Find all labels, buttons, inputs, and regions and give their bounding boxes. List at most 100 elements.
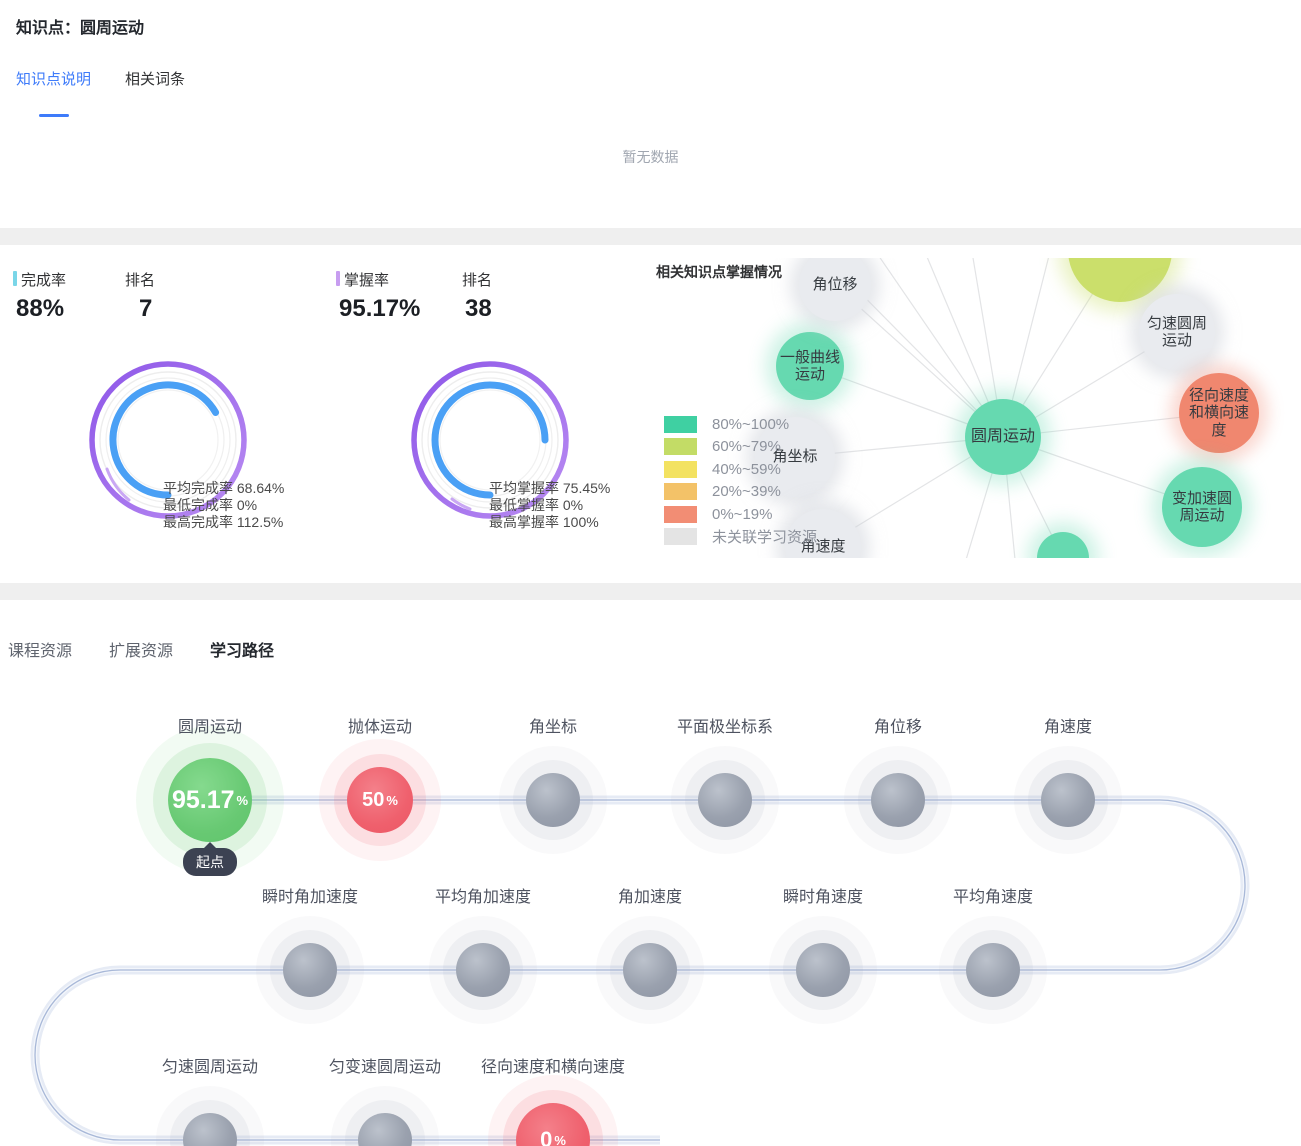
legend-label: 0%~19% [712, 505, 773, 523]
path-node-角坐标[interactable] [526, 773, 580, 827]
network-node-圆周运动[interactable]: 圆周运动 [965, 399, 1041, 475]
network-node-径向速度和横向速度[interactable]: 径向速度和横向速度 [1179, 373, 1259, 453]
active-tab-underline [38, 114, 69, 117]
completion-marker [13, 271, 17, 286]
tab-resource-0[interactable]: 课程资源 [8, 643, 73, 660]
network-legend: 80%~100% 60%~79% 40%~59% 20%~39% 0%~19% 未关联学习… [664, 413, 817, 548]
legend-row: 80%~100% [664, 413, 817, 436]
legend-swatch [664, 460, 697, 478]
related-knowledge-network: 相关知识点掌握情况 80%~100% 60%~79% 40%~59% 20%~39% 0… [656, 258, 1301, 558]
legend-row: 0%~19% [664, 503, 817, 526]
path-node-title: 抛体运动 [347, 719, 412, 736]
legend-row: 40%~59% [664, 458, 817, 481]
path-node-title: 角加速度 [617, 889, 682, 906]
mastery-label: 掌握率 [344, 272, 390, 289]
avg-completion: 平均完成率 68.64% [163, 480, 285, 496]
path-node-平面极坐标系[interactable] [698, 773, 752, 827]
legend-swatch [664, 505, 697, 523]
legend-swatch [664, 483, 697, 501]
path-node-圆周运动[interactable]: 95.17% [168, 758, 252, 842]
section-divider [0, 228, 1301, 245]
path-node-title: 匀速圆周运动 [161, 1059, 258, 1076]
network-node-label: 变加速圆周运动 [1172, 489, 1233, 524]
legend-row: 未关联学习资源 [664, 526, 817, 549]
completion-label: 完成率 [21, 272, 67, 289]
path-node-unit: % [386, 792, 398, 808]
mastery-rank-value: 38 [465, 295, 492, 322]
max-completion: 最高完成率 112.5% [163, 514, 284, 530]
path-node-角速度[interactable] [1041, 773, 1095, 827]
path-node-title: 瞬时角速度 [782, 889, 863, 906]
legend-swatch [664, 415, 697, 433]
min-completion: 最低完成率 0% [163, 497, 258, 513]
path-node-title: 平面极坐标系 [676, 719, 773, 736]
completion-rank-value: 7 [139, 295, 153, 322]
mastery-gauge [411, 361, 569, 519]
network-node-label: 角坐标 [772, 448, 818, 466]
path-node-title: 圆周运动 [177, 719, 242, 736]
legend-label: 未关联学习资源 [712, 529, 818, 547]
network-node-变加速圆周运动[interactable]: 变加速圆周运动 [1162, 467, 1242, 547]
path-node-平均角加速度[interactable] [456, 943, 510, 997]
network-node-角速度[interactable]: 角速度 [785, 509, 861, 558]
legend-label: 80%~100% [712, 415, 790, 433]
completion-rank-label: 排名 [125, 272, 156, 289]
completion-value: 88% [16, 295, 65, 322]
network-node-角坐标[interactable]: 角坐标 [755, 417, 835, 497]
path-node-角位移[interactable] [871, 773, 925, 827]
legend-label: 40%~59% [712, 460, 781, 478]
empty-data-text: 暂无数据 [622, 149, 679, 165]
path-node-unit: % [236, 792, 249, 808]
path-node-value: 50 [362, 788, 385, 811]
path-node-瞬时角速度[interactable] [796, 943, 850, 997]
path-node-title: 角坐标 [528, 719, 577, 736]
network-title: 相关知识点掌握情况 [656, 264, 782, 280]
legend-swatch [664, 528, 697, 546]
page-title: 知识点：圆周运动 [16, 20, 145, 37]
tab-resource-2[interactable]: 学习路径 [210, 643, 275, 660]
mastery-rank-label: 排名 [462, 272, 493, 289]
legend-label: 20%~39% [712, 483, 781, 501]
max-mastery: 最高掌握率 100% [489, 514, 599, 530]
resource-tabs: 课程资源 扩展资源 学习路径 [8, 637, 274, 661]
path-node-unit: % [554, 1132, 566, 1146]
tab-label: 相关词条 [125, 71, 186, 88]
header-tabs: 知识点说明 相关词条 [16, 68, 185, 117]
path-node-title: 平均角速度 [952, 889, 1033, 906]
path-node-瞬时角加速度[interactable] [283, 943, 337, 997]
path-node-value: 95.17 [171, 785, 235, 814]
mastery-marker [336, 271, 340, 286]
network-node-匀速圆周运动[interactable]: 匀速圆周运动 [1139, 294, 1215, 370]
path-node-title: 角速度 [1043, 719, 1092, 736]
path-node-抛体运动[interactable]: 50% [347, 767, 413, 833]
tab-related-entries[interactable]: 相关词条 [125, 68, 185, 99]
path-node-value: 0 [540, 1127, 553, 1146]
tab-knowledge-point-desc[interactable]: 知识点说明 [16, 68, 92, 117]
learning-path: 95.17% 圆周运动 起点 50% 抛体运动 角坐标 平面极坐标系 角位移 角速度 瞬时角加速度… [0, 660, 1301, 1146]
tab-resource-1[interactable]: 扩展资源 [109, 643, 174, 660]
network-node-一般曲线运动[interactable]: 一般曲线运动 [776, 332, 844, 400]
legend-swatch [664, 438, 697, 456]
legend-row: 60%~79% [664, 436, 817, 459]
mastery-value: 95.17% [339, 295, 421, 322]
path-node-title: 匀变速圆周运动 [328, 1059, 441, 1076]
mastery-gauge-details: 平均掌握率 75.45% 最低掌握率 0% 最高掌握率 100% [489, 480, 610, 531]
network-node-label: 圆周运动 [971, 427, 1036, 445]
path-node-平均角速度[interactable] [966, 943, 1020, 997]
avg-mastery: 平均掌握率 75.45% [489, 480, 611, 496]
path-node-title: 瞬时角加速度 [261, 889, 358, 906]
start-point-badge: 起点 [183, 848, 237, 876]
path-node-角加速度[interactable] [623, 943, 677, 997]
completion-gauge [89, 361, 247, 519]
network-node-label: 角位移 [812, 276, 858, 294]
path-node-title: 径向速度和横向速度 [480, 1059, 625, 1076]
path-node-title: 平均角加速度 [434, 889, 531, 906]
legend-label: 60%~79% [712, 438, 781, 456]
section-divider [0, 583, 1301, 600]
network-node-label: 一般曲线运动 [780, 348, 841, 383]
network-node-label: 匀速圆周运动 [1147, 314, 1208, 349]
min-mastery: 最低掌握率 0% [489, 497, 584, 513]
tab-label: 知识点说明 [16, 71, 92, 88]
network-node-角位移[interactable]: 角位移 [799, 258, 871, 321]
